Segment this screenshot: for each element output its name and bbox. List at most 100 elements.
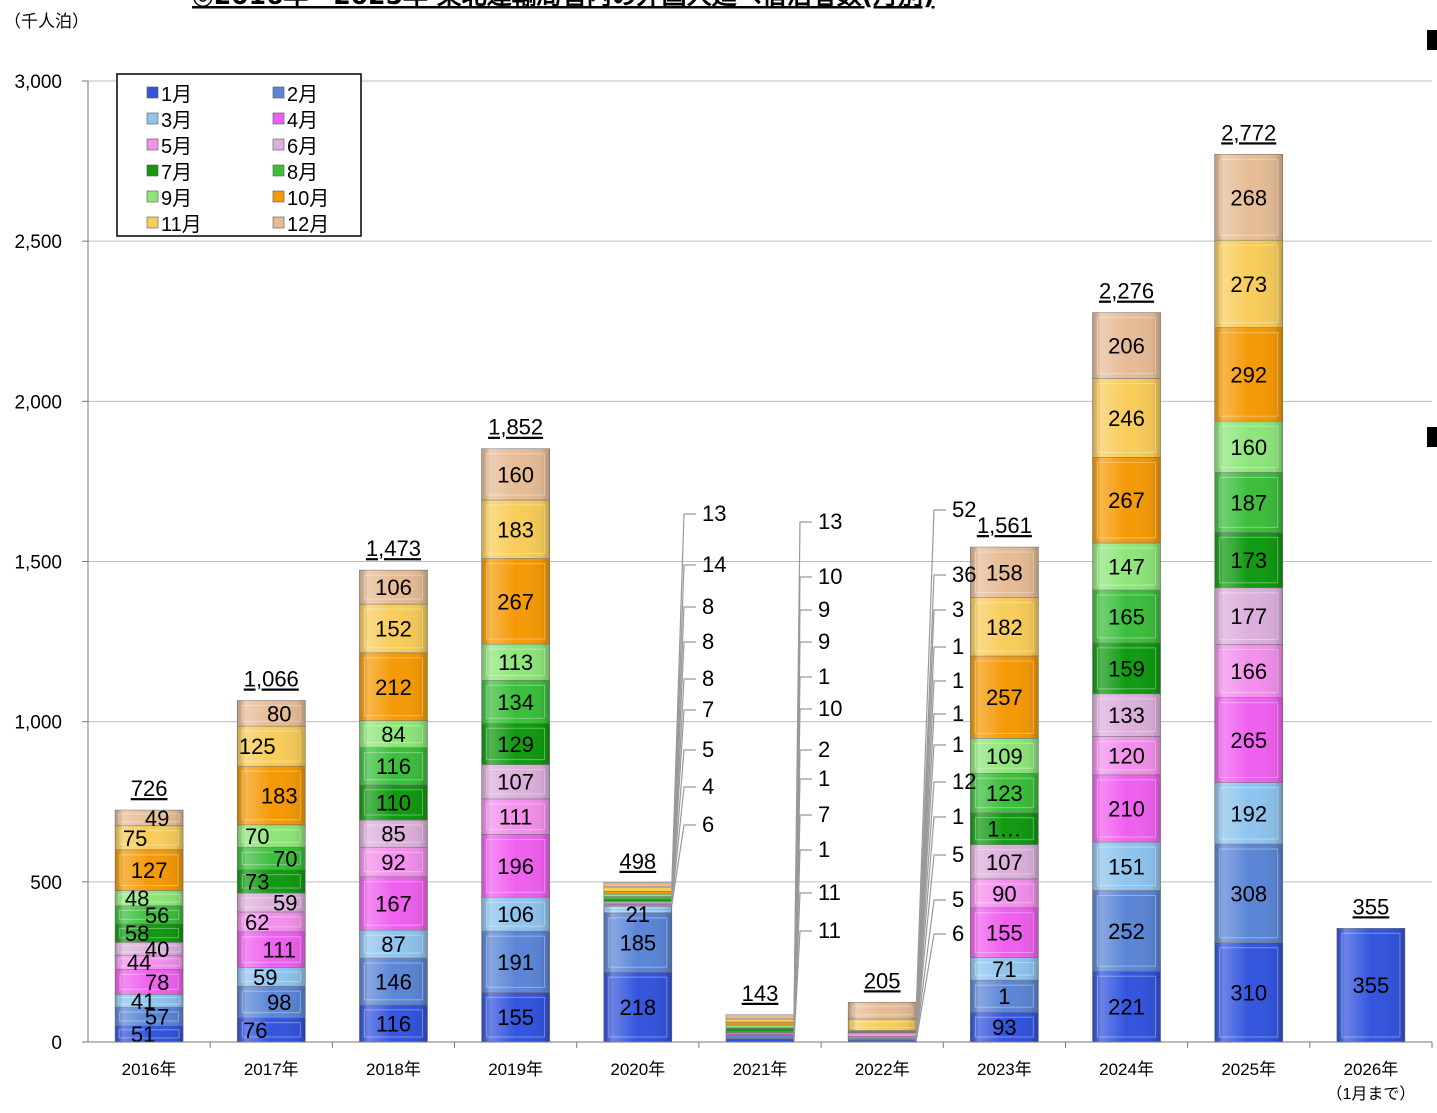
- bar-bevel-edge: [363, 934, 423, 954]
- leader-line: [671, 678, 696, 898]
- legend-label: 1月: [161, 84, 192, 106]
- data-label: 268: [1230, 185, 1267, 210]
- data-label: 59: [273, 890, 297, 915]
- bar-bevel-edge: [1219, 592, 1279, 640]
- data-label: 1: [818, 837, 830, 862]
- bar-bevel-edge: [363, 881, 423, 926]
- bar-bevel-edge: [1097, 317, 1157, 375]
- bar-bevel-edge: [119, 927, 179, 939]
- total-label: 1,561: [977, 513, 1032, 538]
- legend-swatch: [272, 190, 285, 203]
- data-label: 133: [1108, 703, 1145, 728]
- leader-line: [793, 930, 812, 1041]
- data-label: 265: [1230, 728, 1267, 753]
- y-tick-label: 500: [30, 873, 62, 894]
- legend-label: 5月: [161, 136, 192, 158]
- bar-bevel-edge: [974, 777, 1034, 809]
- bar-bevel: [115, 890, 184, 906]
- x-tick-label: 2022年: [855, 1060, 910, 1079]
- leader-line: [671, 606, 696, 893]
- bar-bevel-edge: [118, 958, 181, 967]
- bar-bevel-edge: [363, 657, 423, 717]
- data-label: 3: [952, 597, 964, 622]
- bar-bevel: [237, 911, 306, 932]
- bar-bevel: [237, 726, 306, 767]
- y-axis: 0 500 1,000 1,500 2,000 2,500 3,000: [14, 72, 89, 1054]
- bar-bevel: [1214, 697, 1283, 783]
- bar-bevel: [237, 931, 306, 968]
- data-label: 116: [376, 754, 411, 779]
- bar-bevel-edge: [1097, 594, 1157, 639]
- bar-bevel: [603, 972, 672, 1042]
- leader-line: [915, 574, 946, 1025]
- bar-bevel: [359, 570, 428, 605]
- bar-bevel: [970, 844, 1039, 879]
- bar-bevel-edge: [241, 897, 302, 908]
- bar-bevel-edge: [974, 984, 1034, 1008]
- legend-label: 2月: [287, 84, 318, 106]
- data-label: 62: [245, 910, 269, 935]
- bar-bevel: [1214, 154, 1283, 241]
- leader-line: [915, 509, 946, 1011]
- data-label: 40: [145, 937, 169, 962]
- data-label: 212: [375, 675, 412, 700]
- bar-bevel-edge: [118, 893, 180, 903]
- bar-bevel: [115, 1007, 184, 1026]
- data-label: 160: [1230, 435, 1267, 460]
- bar-bevel: [1092, 774, 1161, 843]
- data-label: 1: [818, 664, 830, 689]
- data-label: 191: [497, 950, 534, 975]
- data-label: 48: [125, 886, 149, 911]
- bar-bevel-edge: [241, 916, 301, 928]
- data-label: 90: [992, 881, 1016, 906]
- total-label: 1,066: [244, 667, 299, 692]
- data-label: 192: [1230, 801, 1267, 826]
- bar-bevel: [970, 1012, 1039, 1042]
- data-label: 308: [1230, 881, 1267, 906]
- data-label: 187: [1230, 490, 1267, 515]
- data-label: 210: [1108, 796, 1145, 821]
- data-label: 196: [497, 854, 534, 879]
- bar-bevel: [970, 773, 1039, 813]
- bar-bevel-edge: [363, 608, 423, 649]
- bar-bevel: [603, 906, 672, 913]
- bar-bevel-edge: [486, 563, 546, 640]
- data-label: 257: [986, 685, 1023, 710]
- data-label: 167: [375, 891, 412, 916]
- bar-bevel-edge: [974, 551, 1034, 594]
- x-tick-label: 2016年: [122, 1060, 177, 1079]
- data-label: 155: [497, 1005, 534, 1030]
- bar-bevel-edge: [1219, 536, 1279, 584]
- bar-bevel: [1092, 736, 1161, 775]
- data-label: 13: [702, 501, 726, 526]
- legend-swatch: [146, 190, 159, 203]
- data-label: 206: [1108, 334, 1145, 359]
- bar-bevel-edge: [1097, 461, 1157, 539]
- bar-bevel: [115, 969, 184, 995]
- data-label: 10: [818, 564, 842, 589]
- data-label: 11: [818, 880, 841, 905]
- data-label: 84: [381, 722, 405, 747]
- bar-bevel: [1214, 587, 1283, 645]
- bar-bevel: [481, 558, 550, 645]
- bar-bevel-edge: [241, 770, 301, 821]
- bar-bevel-edge: [974, 742, 1034, 769]
- bar-bevel-edge: [363, 574, 423, 600]
- total-label: 143: [742, 981, 779, 1006]
- bar-bevel: [481, 680, 550, 724]
- bar-bevel-edge: [1097, 698, 1157, 732]
- bar-bevel: [970, 812, 1039, 845]
- bar-bevel-edge: [241, 936, 301, 963]
- data-label: 70: [273, 846, 297, 871]
- bar-bevel: [1214, 240, 1283, 328]
- bar-bevel-edge: [241, 990, 301, 1014]
- edge-marker: [1427, 427, 1437, 447]
- bar-bevel: [970, 738, 1039, 774]
- bar-bevel-edge: [1219, 332, 1279, 417]
- chart-title: ◎2016年～2025年 東北運輸局管内の外国人延べ宿泊者数(月別): [192, 0, 935, 10]
- bar-bevel-edge: [974, 883, 1034, 904]
- bar-bevel: [115, 923, 184, 943]
- bar-bevel: [481, 644, 550, 681]
- bar-bevel: [848, 1002, 917, 1019]
- data-label: 13: [818, 509, 842, 534]
